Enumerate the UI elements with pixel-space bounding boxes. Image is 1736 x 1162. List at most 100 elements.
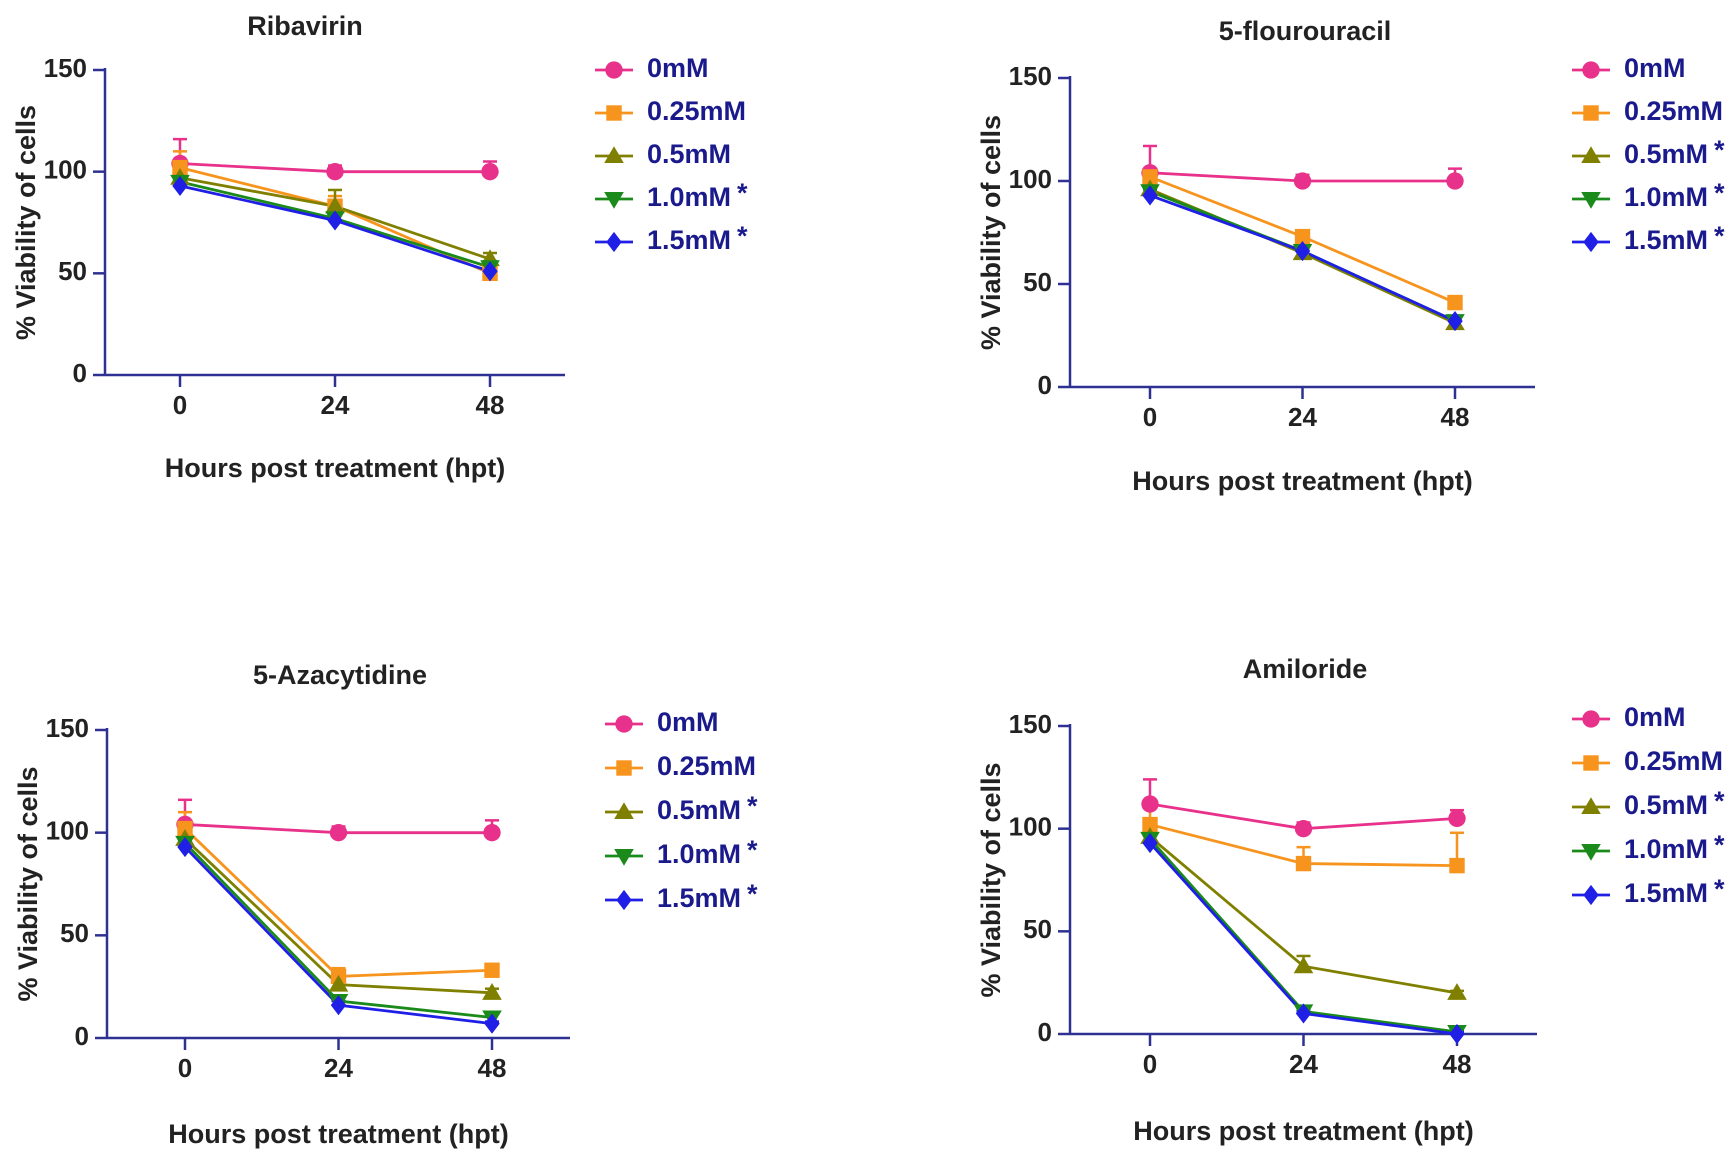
data-point-1.5mM [177, 836, 193, 858]
data-point-0mM [1446, 172, 1464, 190]
x-tick-label: 0 [178, 1053, 192, 1083]
data-point-0.5mM [325, 196, 345, 214]
data-point-1.5mM [1449, 1023, 1465, 1045]
data-point-0mM [329, 823, 348, 842]
data-point-1.5mM [484, 1013, 500, 1034]
chart-title: 5-flourouracil [1219, 16, 1392, 46]
chart-title: Amiloride [1243, 654, 1368, 684]
legend-marker-0.5mM [614, 802, 634, 819]
y-tick-label: 100 [46, 816, 89, 846]
legend-label-0mM: 0mM [647, 53, 709, 83]
legend-marker-0.5mM [604, 146, 624, 163]
data-point-0mM [481, 162, 499, 181]
legend-label-0mM: 0mM [657, 707, 719, 737]
x-tick-label: 24 [324, 1053, 353, 1083]
data-point-0mM [1448, 809, 1466, 828]
data-point-0.25mM [177, 820, 193, 837]
legend-label-0.5mM: 0.5mM [1624, 139, 1708, 169]
legend-marker-1.5mM [1583, 231, 1599, 253]
legend-marker-1.5mM [1583, 884, 1599, 906]
legend-marker-0.25mM [606, 105, 622, 121]
legend-marker-0.5mM [1581, 146, 1601, 163]
significance-asterisk: * [1714, 178, 1725, 208]
significance-asterisk: * [1714, 830, 1725, 860]
legend-label-0.25mM: 0.25mM [1624, 96, 1723, 126]
legend-label-1.5mM: 1.5mM [1624, 225, 1708, 255]
data-point-1.5mM [1142, 185, 1158, 206]
y-tick-label: 0 [73, 358, 87, 388]
y-axis-label: % Viability of cells [13, 766, 43, 1001]
data-point-0.25mM [1142, 816, 1158, 833]
y-tick-label: 150 [1009, 709, 1052, 739]
chart-panel-1: Ribavirin 0 50 100 150 0 24 48 Hours post treatm… [11, 11, 748, 483]
y-tick-label: 150 [46, 713, 89, 743]
data-point-0.25mM [1142, 169, 1158, 185]
y-tick-label: 150 [1009, 61, 1052, 91]
y-tick-label: 0 [75, 1021, 89, 1051]
legend: 0mM 0.25mM 0.5mM 1.0mM *1.5mM * [595, 53, 748, 255]
legend-label-0.25mM: 0.25mM [657, 751, 756, 781]
data-point-1.5mM [327, 210, 343, 231]
x-axis-label: Hours post treatment (hpt) [1133, 1116, 1474, 1146]
legend-marker-0.25mM [1583, 755, 1599, 771]
legend-label-1.0mM: 1.0mM [647, 182, 731, 212]
x-tick-label: 48 [478, 1053, 507, 1083]
legend-label-0mM: 0mM [1624, 702, 1686, 732]
legend-marker-1.0mM [1581, 192, 1601, 209]
chart-title: Ribavirin [247, 11, 363, 41]
legend-label-1.5mM: 1.5mM [647, 225, 731, 255]
significance-asterisk: * [1714, 786, 1725, 816]
data-point-0.5mM [1293, 956, 1314, 974]
x-tick-label: 48 [1441, 402, 1470, 432]
data-point-1.5mM [482, 261, 498, 282]
data-point-0.25mM [1294, 228, 1311, 245]
significance-asterisk: * [747, 791, 758, 821]
x-tick-label: 48 [476, 390, 505, 420]
legend-marker-1.0mM [1581, 844, 1601, 861]
data-point-0.5mM [482, 983, 502, 1000]
legend-label-0.25mM: 0.25mM [647, 96, 746, 126]
significance-asterisk: * [737, 178, 748, 208]
y-tick-label: 50 [58, 256, 87, 286]
y-tick-label: 100 [44, 155, 87, 185]
legend-marker-1.0mM [614, 849, 634, 866]
x-tick-label: 48 [1443, 1049, 1472, 1079]
significance-asterisk: * [747, 879, 758, 909]
legend-label-0mM: 0mM [1624, 53, 1686, 83]
legend-label-1.0mM: 1.0mM [1624, 834, 1708, 864]
legend-marker-0.25mM [616, 760, 632, 776]
data-point-0.5mM [328, 974, 349, 992]
data-point-0mM [1294, 819, 1313, 838]
data-point-1.5mM [1295, 1003, 1312, 1024]
legend-marker-0.5mM [1581, 797, 1601, 814]
y-tick-label: 100 [1009, 812, 1052, 842]
y-axis-label: % Viability of cells [976, 115, 1006, 350]
data-point-1.5mM [330, 995, 347, 1016]
data-point-1.5mM [1447, 311, 1463, 332]
data-point-0.25mM [1449, 857, 1465, 874]
series-line-0.25mM [184, 827, 493, 978]
x-axis-label: Hours post treatment (hpt) [168, 1119, 509, 1149]
significance-asterisk: * [737, 221, 748, 251]
x-tick-label: 24 [1288, 402, 1317, 432]
data-point-0.25mM [484, 962, 500, 978]
data-point-0mM [483, 823, 501, 842]
legend-label-0.5mM: 0.5mM [1624, 790, 1708, 820]
legend-marker-1.5mM [606, 231, 622, 253]
significance-asterisk: * [1714, 221, 1725, 251]
legend-marker-0mM [615, 715, 633, 733]
legend-label-1.5mM: 1.5mM [657, 883, 741, 913]
legend-marker-0mM [1582, 710, 1600, 728]
significance-asterisk: * [747, 835, 758, 865]
data-point-0.25mM [1295, 855, 1312, 872]
data-point-0mM [1141, 795, 1159, 813]
x-tick-label: 0 [1143, 1049, 1157, 1079]
chart-panel-2: 5-flourouracil 0 50 100 150 0 24 48 Hours post t… [976, 16, 1725, 496]
data-point-0.5mM [1447, 983, 1467, 1000]
y-axis-label: % Viability of cells [976, 762, 1006, 997]
x-tick-label: 0 [173, 390, 187, 420]
